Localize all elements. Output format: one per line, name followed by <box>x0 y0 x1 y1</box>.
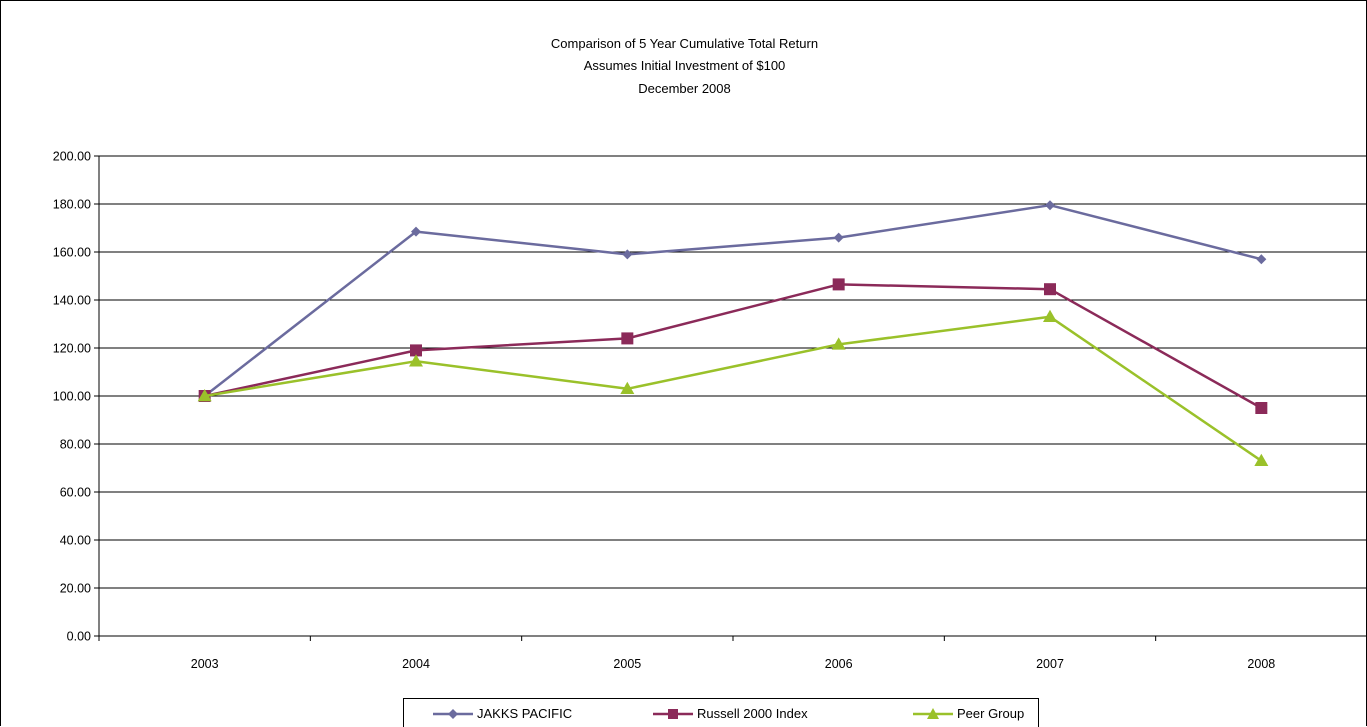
data-point-russell-2000-index <box>1255 402 1268 414</box>
data-point-peer-group <box>409 354 423 367</box>
x-tick-label: 2007 <box>1036 657 1064 671</box>
legend-swatch-jakks-pacific <box>433 709 473 719</box>
y-tick-label: 60.00 <box>60 486 91 500</box>
legend-swatch-russell-2000-index <box>653 709 693 719</box>
data-point-jakks-pacific <box>622 249 633 260</box>
data-point-russell-2000-index <box>1044 283 1056 296</box>
legend-label: JAKKS PACIFIC <box>477 706 573 721</box>
data-point-peer-group <box>1043 309 1057 323</box>
series-line-russell-2000-index <box>204 283 1262 410</box>
y-tick-label: 0.00 <box>67 630 91 644</box>
x-tick-label: 2003 <box>191 657 219 671</box>
data-point-peer-group <box>1254 453 1269 467</box>
legend-item-peer-group: Peer Group <box>912 705 1024 723</box>
x-tick-label: 2006 <box>825 657 853 671</box>
data-point-russell-2000-index <box>621 332 634 345</box>
legend-item-russell-2000-index: Russell 2000 Index <box>652 705 808 723</box>
legend-swatch-peer-group <box>913 708 953 719</box>
legend-item-jakks-pacific: JAKKS PACIFIC <box>432 705 572 723</box>
data-point-peer-group <box>197 389 212 402</box>
y-tick-label: 160.00 <box>53 246 91 260</box>
series-line-jakks-pacific <box>203 203 1262 397</box>
chart-subtitle-2: December 2008 <box>638 81 731 96</box>
x-tick-label: 2004 <box>402 657 430 671</box>
y-tick-label: 100.00 <box>53 390 91 404</box>
chart-legend: JAKKS PACIFIC Russell 2000 Index Peer Grou… <box>403 698 1039 727</box>
chart-title: Comparison of 5 Year Cumulative Total Re… <box>550 36 819 51</box>
x-tick-label: 2008 <box>1247 657 1275 671</box>
y-tick-label: 200.00 <box>53 150 91 164</box>
data-point-peer-group <box>620 381 635 395</box>
data-point-jakks-pacific <box>411 226 421 237</box>
y-tick-label: 140.00 <box>53 294 91 308</box>
legend-label: Peer Group <box>957 706 1025 721</box>
data-point-russell-2000-index <box>832 278 845 291</box>
legend-label: Russell 2000 Index <box>697 706 808 721</box>
data-point-peer-group <box>831 337 846 350</box>
x-tick-label: 2005 <box>613 657 641 671</box>
y-tick-label: 120.00 <box>53 342 91 356</box>
data-point-russell-2000-index <box>410 344 422 357</box>
data-point-jakks-pacific <box>833 232 844 243</box>
series-line-peer-group <box>204 315 1263 462</box>
y-tick-label: 180.00 <box>53 198 91 212</box>
chart-subtitle-1: Assumes Initial Investment of $100 <box>583 58 786 73</box>
data-point-jakks-pacific <box>1256 254 1267 265</box>
y-tick-label: 80.00 <box>60 438 91 452</box>
y-tick-label: 40.00 <box>60 534 91 548</box>
data-point-jakks-pacific <box>1045 200 1055 211</box>
y-tick-label: 20.00 <box>60 582 91 596</box>
